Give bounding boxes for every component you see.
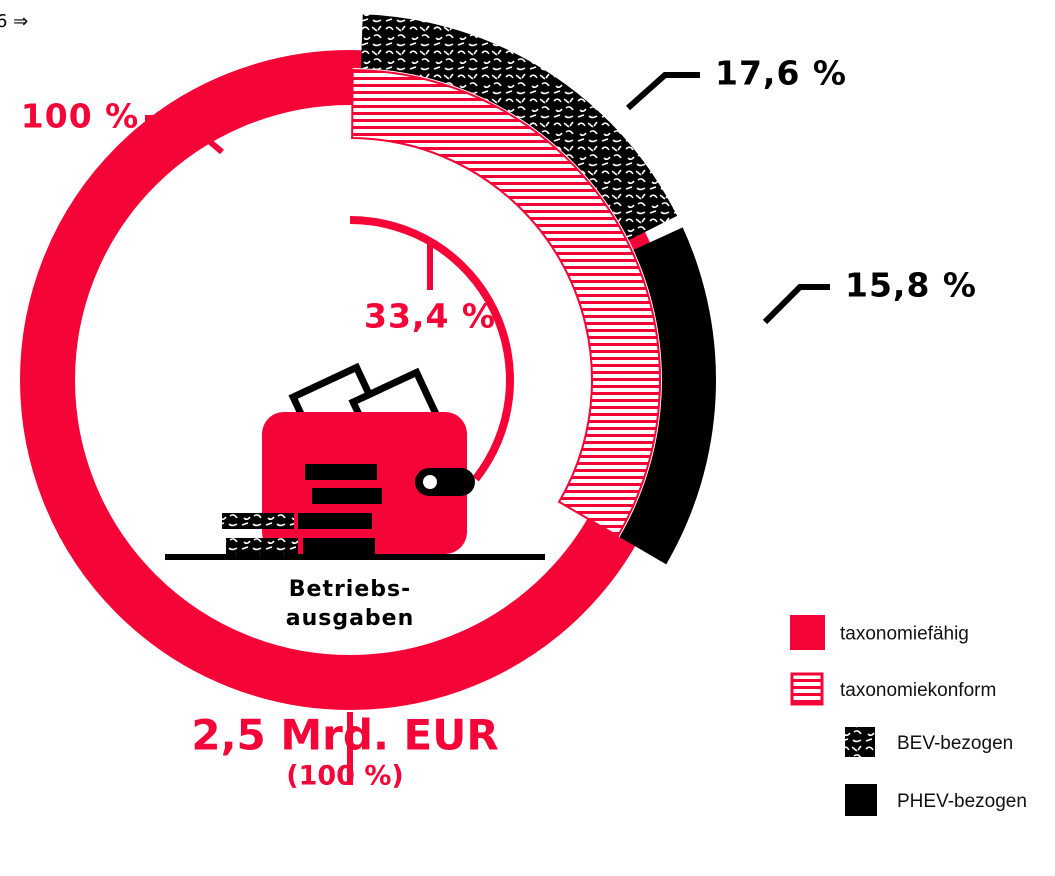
donut: 100 % 33,4 % 17,6 % 15,8 % bbox=[20, 14, 977, 785]
legend-swatch bbox=[845, 784, 877, 816]
legend-label: taxonomiekonform bbox=[840, 680, 996, 701]
value-label: 33,4 % bbox=[364, 297, 496, 336]
legend-swatch bbox=[845, 727, 875, 757]
legend-label: taxonomiefähig bbox=[840, 624, 969, 645]
page-marker: 6 ⇒ bbox=[0, 11, 28, 32]
legend-swatch bbox=[790, 615, 825, 650]
total-share-label: (100 %) bbox=[286, 761, 404, 792]
value-label: 17,6 % bbox=[715, 54, 847, 93]
ring-segment bbox=[619, 227, 716, 565]
leader-line bbox=[145, 115, 224, 155]
ring-segment-pattern bbox=[351, 69, 661, 538]
legend-swatch bbox=[790, 672, 824, 706]
total-label: 2,5 Mrd. EUR bbox=[191, 711, 498, 760]
value-label: 15,8 % bbox=[845, 266, 977, 305]
leader-line bbox=[626, 72, 700, 111]
center-label: Betriebs- bbox=[289, 577, 412, 602]
leader-line bbox=[762, 284, 830, 325]
value-label: 100 % bbox=[21, 97, 139, 136]
legend-label: PHEV-bezogen bbox=[897, 791, 1027, 812]
wallet-icon bbox=[165, 362, 545, 560]
ring-segment bbox=[360, 14, 678, 241]
share-arc bbox=[350, 216, 514, 482]
center-label: ausgaben bbox=[286, 606, 415, 631]
legend-label: BEV-bezogen bbox=[897, 733, 1013, 754]
